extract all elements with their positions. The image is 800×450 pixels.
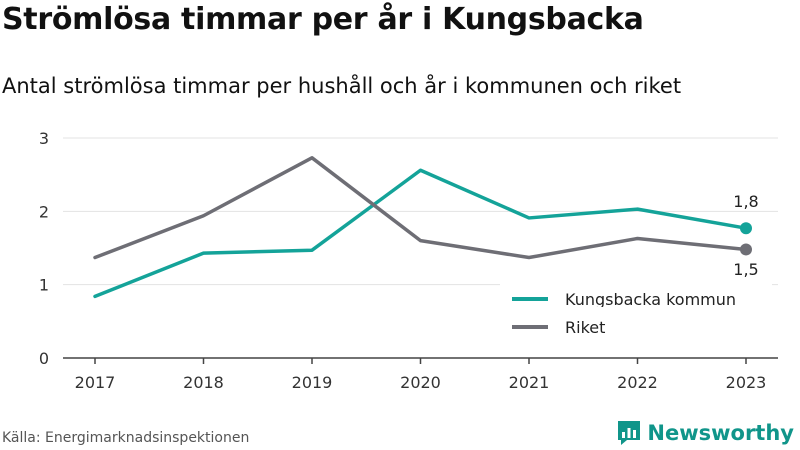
- end-marker-kungsbacka-kommun: [740, 222, 752, 235]
- brand-name: Newsworthy: [647, 421, 794, 445]
- y-tick-label-1: 1: [39, 276, 49, 295]
- source-note: Källa: Energimarknadsinspektionen: [2, 430, 250, 446]
- legend-label-kungsbacka-kommun: Kungsbacka kommun: [565, 290, 736, 309]
- series-line-kungsbacka-kommun: [93, 168, 748, 299]
- brand-logo: Newsworthy: [617, 419, 794, 447]
- x-tick-label-2017: 2017: [75, 373, 116, 392]
- newsworthy-logo-icon: [618, 421, 641, 445]
- legend-label-riket: Riket: [565, 318, 605, 337]
- end-label-kungsbacka-kommun: 1,8: [733, 192, 758, 211]
- legend-bg-riket: [500, 307, 772, 335]
- x-tick-label-2018: 2018: [183, 373, 224, 392]
- y-tick-label-0: 0: [39, 349, 49, 368]
- x-tick-label-2023: 2023: [726, 373, 767, 392]
- series-line-riket: [93, 156, 748, 260]
- end-label-riket: 1,5: [733, 260, 758, 279]
- y-tick-label-3: 3: [39, 129, 49, 148]
- x-tick-label-2019: 2019: [292, 373, 333, 392]
- chart-subtitle: Antal strömlösa timmar per hushåll och å…: [2, 74, 682, 98]
- legend-bg-kungsbacka-kommun: [500, 279, 772, 307]
- x-tick-label-2021: 2021: [509, 373, 550, 392]
- x-tick-label-2022: 2022: [617, 373, 658, 392]
- x-tick-label-2020: 2020: [400, 373, 441, 392]
- y-tick-label-2: 2: [39, 202, 49, 221]
- chart-title: Strömlösa timmar per år i Kungsbacka: [2, 2, 644, 37]
- end-marker-riket: [740, 243, 752, 256]
